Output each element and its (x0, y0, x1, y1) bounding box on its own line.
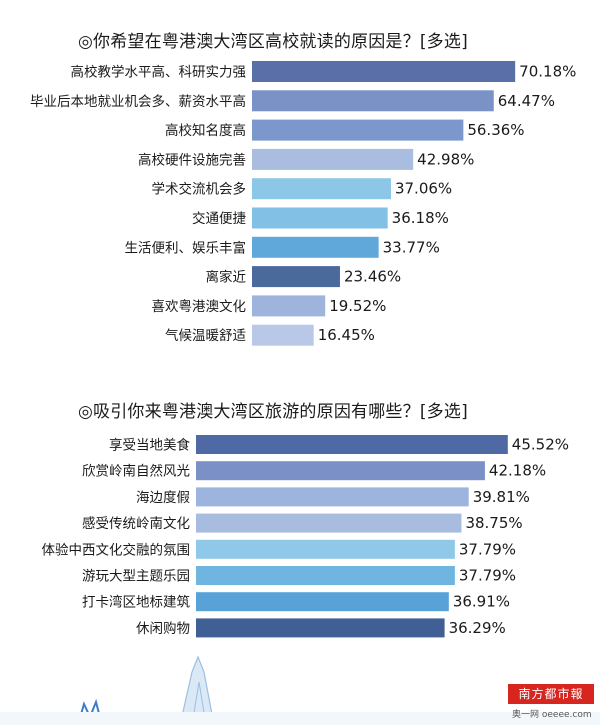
chart-1-bar-3 (252, 148, 414, 170)
chart-2-value-label-0: 45.52% (512, 436, 569, 454)
chart-1-bar-7 (252, 266, 340, 288)
chart-1-category-label-4: 学术交流机会多 (152, 181, 247, 198)
chart-2-category-label-0: 享受当地美食 (109, 437, 190, 454)
chart-1-value-label-7: 23.46% (344, 268, 401, 286)
chart-1-bar-8 (252, 295, 326, 317)
chart-1-category-label-7: 离家近 (206, 269, 247, 286)
chart-1-bar-4 (252, 178, 391, 200)
chart-2-value-label-3: 38.75% (465, 514, 522, 532)
chart-1-category-label-3: 高校硬件设施完善 (138, 151, 246, 168)
chart-1-value-label-0: 70.18% (519, 63, 576, 81)
chart-2-value-label-4: 37.79% (459, 540, 516, 558)
chart-2-category-label-7: 休闲购物 (136, 621, 190, 637)
chart-1-value-label-5: 36.18% (392, 209, 449, 227)
chart-1-bar-2 (252, 119, 464, 141)
chart-1-category-label-8: 喜欢粤港澳文化 (152, 299, 247, 315)
chart-2-bar-6 (196, 592, 449, 612)
newspaper-logo: 南方都市報 (508, 684, 594, 704)
chart-2-category-label-4: 体验中西文化交融的氛围 (42, 541, 191, 558)
chart-1-category-label-0: 高校教学水平高、科研实力强 (71, 64, 247, 81)
newspaper-logo-subtitle: 奥一网 oeeee.com (512, 710, 592, 720)
city-skyline-illustration (0, 655, 600, 725)
chart-1-title: ◎你希望在粤港澳大湾区高校就读的原因是？[多选] (78, 32, 468, 52)
chart-1-value-label-8: 19.52% (329, 297, 386, 315)
chart-1-value-label-3: 42.98% (417, 150, 474, 168)
chart-2-category-label-6: 打卡湾区地标建筑 (82, 594, 190, 611)
chart-1-bar-9 (252, 324, 314, 346)
chart-2-bar-1 (196, 461, 485, 481)
chart-2-bar-4 (196, 539, 455, 559)
chart-2-category-label-5: 游玩大型主题乐园 (82, 569, 190, 585)
chart-2-category-label-3: 感受传统岭南文化 (82, 515, 190, 532)
chart-2-bar-3 (196, 513, 462, 533)
chart-2-category-label-1: 欣赏岭南自然风光 (82, 463, 190, 480)
chart-1-bar-5 (252, 207, 388, 229)
chart-1-value-label-1: 64.47% (498, 92, 555, 110)
chart-2-bar-2 (196, 487, 469, 507)
chart-1-value-label-2: 56.36% (467, 121, 524, 139)
chart-1-category-label-2: 高校知名度高 (165, 122, 246, 139)
chart-2-value-label-6: 36.91% (453, 593, 510, 611)
chart-1-bar-1 (252, 90, 494, 112)
chart-1-category-label-5: 交通便捷 (192, 210, 246, 227)
chart-1-value-label-4: 37.06% (395, 180, 452, 198)
chart-2-bar-0 (196, 435, 508, 454)
chart-2-value-label-5: 37.79% (459, 567, 516, 585)
chart-1-bar-0 (252, 61, 516, 82)
chart-2-bar-7 (196, 618, 445, 638)
chart-2-category-label-2: 海边度假 (136, 490, 190, 506)
chart-2-value-label-2: 39.81% (473, 488, 530, 506)
chart-1-bar-6 (252, 236, 379, 258)
chart-2-value-label-7: 36.29% (449, 619, 506, 637)
chart-1-category-label-9: 气候温暖舒适 (165, 328, 246, 344)
chart-2-plot: 享受当地美食 45.52% 欣赏岭南自然风光 42.18% 海边度假 39.81% 感受传统… (42, 435, 569, 638)
chart-2-title: ◎吸引你来粤港澳大湾区旅游的原因有哪些？[多选] (78, 402, 468, 422)
chart-1-category-label-1: 毕业后本地就业机会多、薪资水平高 (30, 93, 246, 110)
chart-1-plot: 高校教学水平高、科研实力强 70.18% 毕业后本地就业机会多、薪资水平高 64.47… (30, 61, 576, 346)
chart-2-value-label-1: 42.18% (489, 462, 546, 480)
chart-2-bar-5 (196, 566, 455, 585)
chart-1-value-label-9: 16.45% (318, 326, 375, 344)
chart-1-category-label-6: 生活便利、娱乐丰富 (125, 239, 247, 256)
chart-1-value-label-6: 33.77% (383, 238, 440, 256)
